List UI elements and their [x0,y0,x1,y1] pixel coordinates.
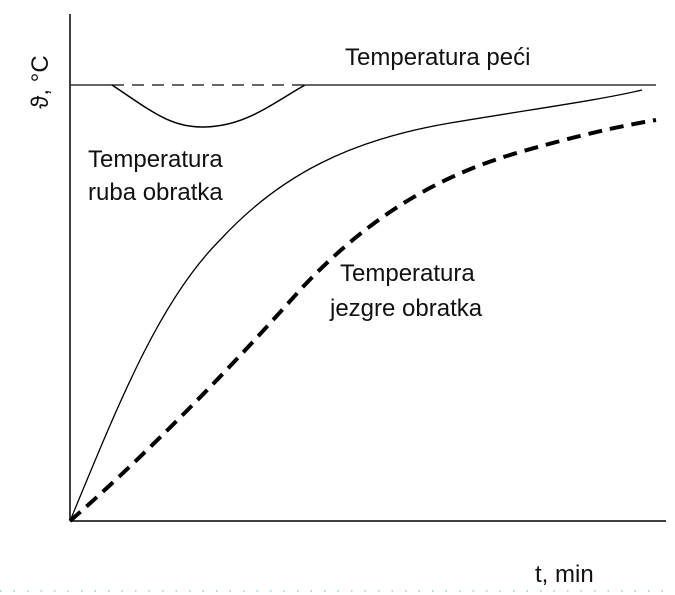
y-axis-label: ϑ, °C [27,55,54,108]
edge-curve [69,89,643,522]
core-label: Temperatura [340,260,475,287]
furnace-label: Temperatura peći [345,44,530,71]
edge-label: Temperatura [88,146,223,173]
core-label: jezgre obratka [329,295,483,322]
edge-label: ruba obratka [88,179,223,206]
core-curve [68,118,657,523]
x-axis-label: t, min [535,561,594,588]
furnace-dip [111,84,306,128]
